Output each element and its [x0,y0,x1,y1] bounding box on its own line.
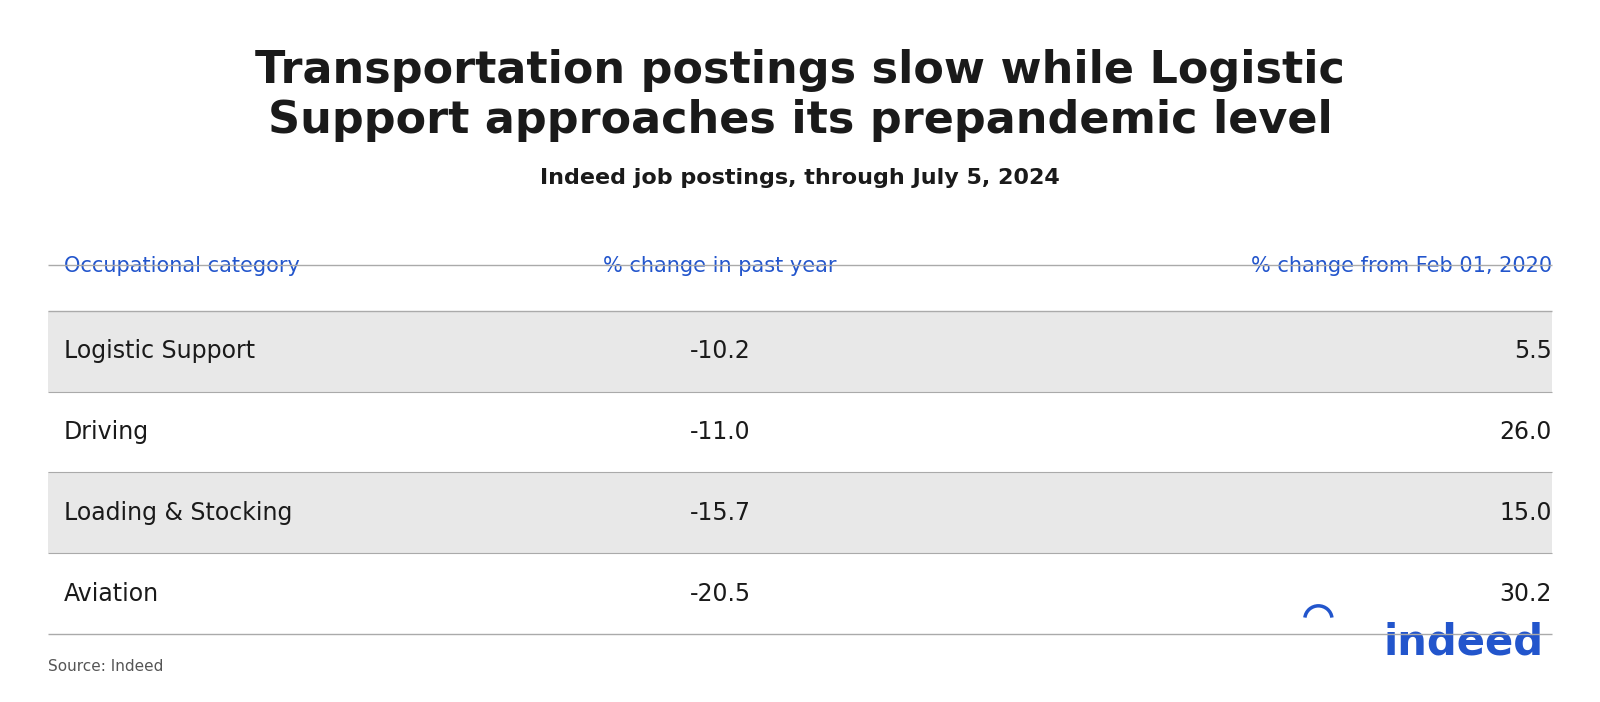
Text: Aviation: Aviation [64,581,158,606]
Text: -15.7: -15.7 [690,501,750,525]
Text: -11.0: -11.0 [690,420,750,444]
Text: Occupational category: Occupational category [64,256,299,276]
Text: % change from Feb 01, 2020: % change from Feb 01, 2020 [1251,256,1552,276]
Text: -10.2: -10.2 [690,339,750,364]
FancyBboxPatch shape [48,311,1552,392]
Text: Loading & Stocking: Loading & Stocking [64,501,293,525]
Text: indeed: indeed [1384,621,1544,663]
Text: 15.0: 15.0 [1499,501,1552,525]
Text: % change in past year: % change in past year [603,256,837,276]
Text: 5.5: 5.5 [1514,339,1552,364]
Text: -20.5: -20.5 [690,581,750,606]
Text: Source: Indeed: Source: Indeed [48,659,163,674]
Text: 30.2: 30.2 [1499,581,1552,606]
Text: Indeed job postings, through July 5, 2024: Indeed job postings, through July 5, 202… [541,168,1059,188]
FancyBboxPatch shape [48,472,1552,553]
Text: Driving: Driving [64,420,149,444]
Text: Transportation postings slow while Logistic
Support approaches its prepandemic l: Transportation postings slow while Logis… [254,49,1346,142]
Text: Logistic Support: Logistic Support [64,339,254,364]
Text: 26.0: 26.0 [1499,420,1552,444]
